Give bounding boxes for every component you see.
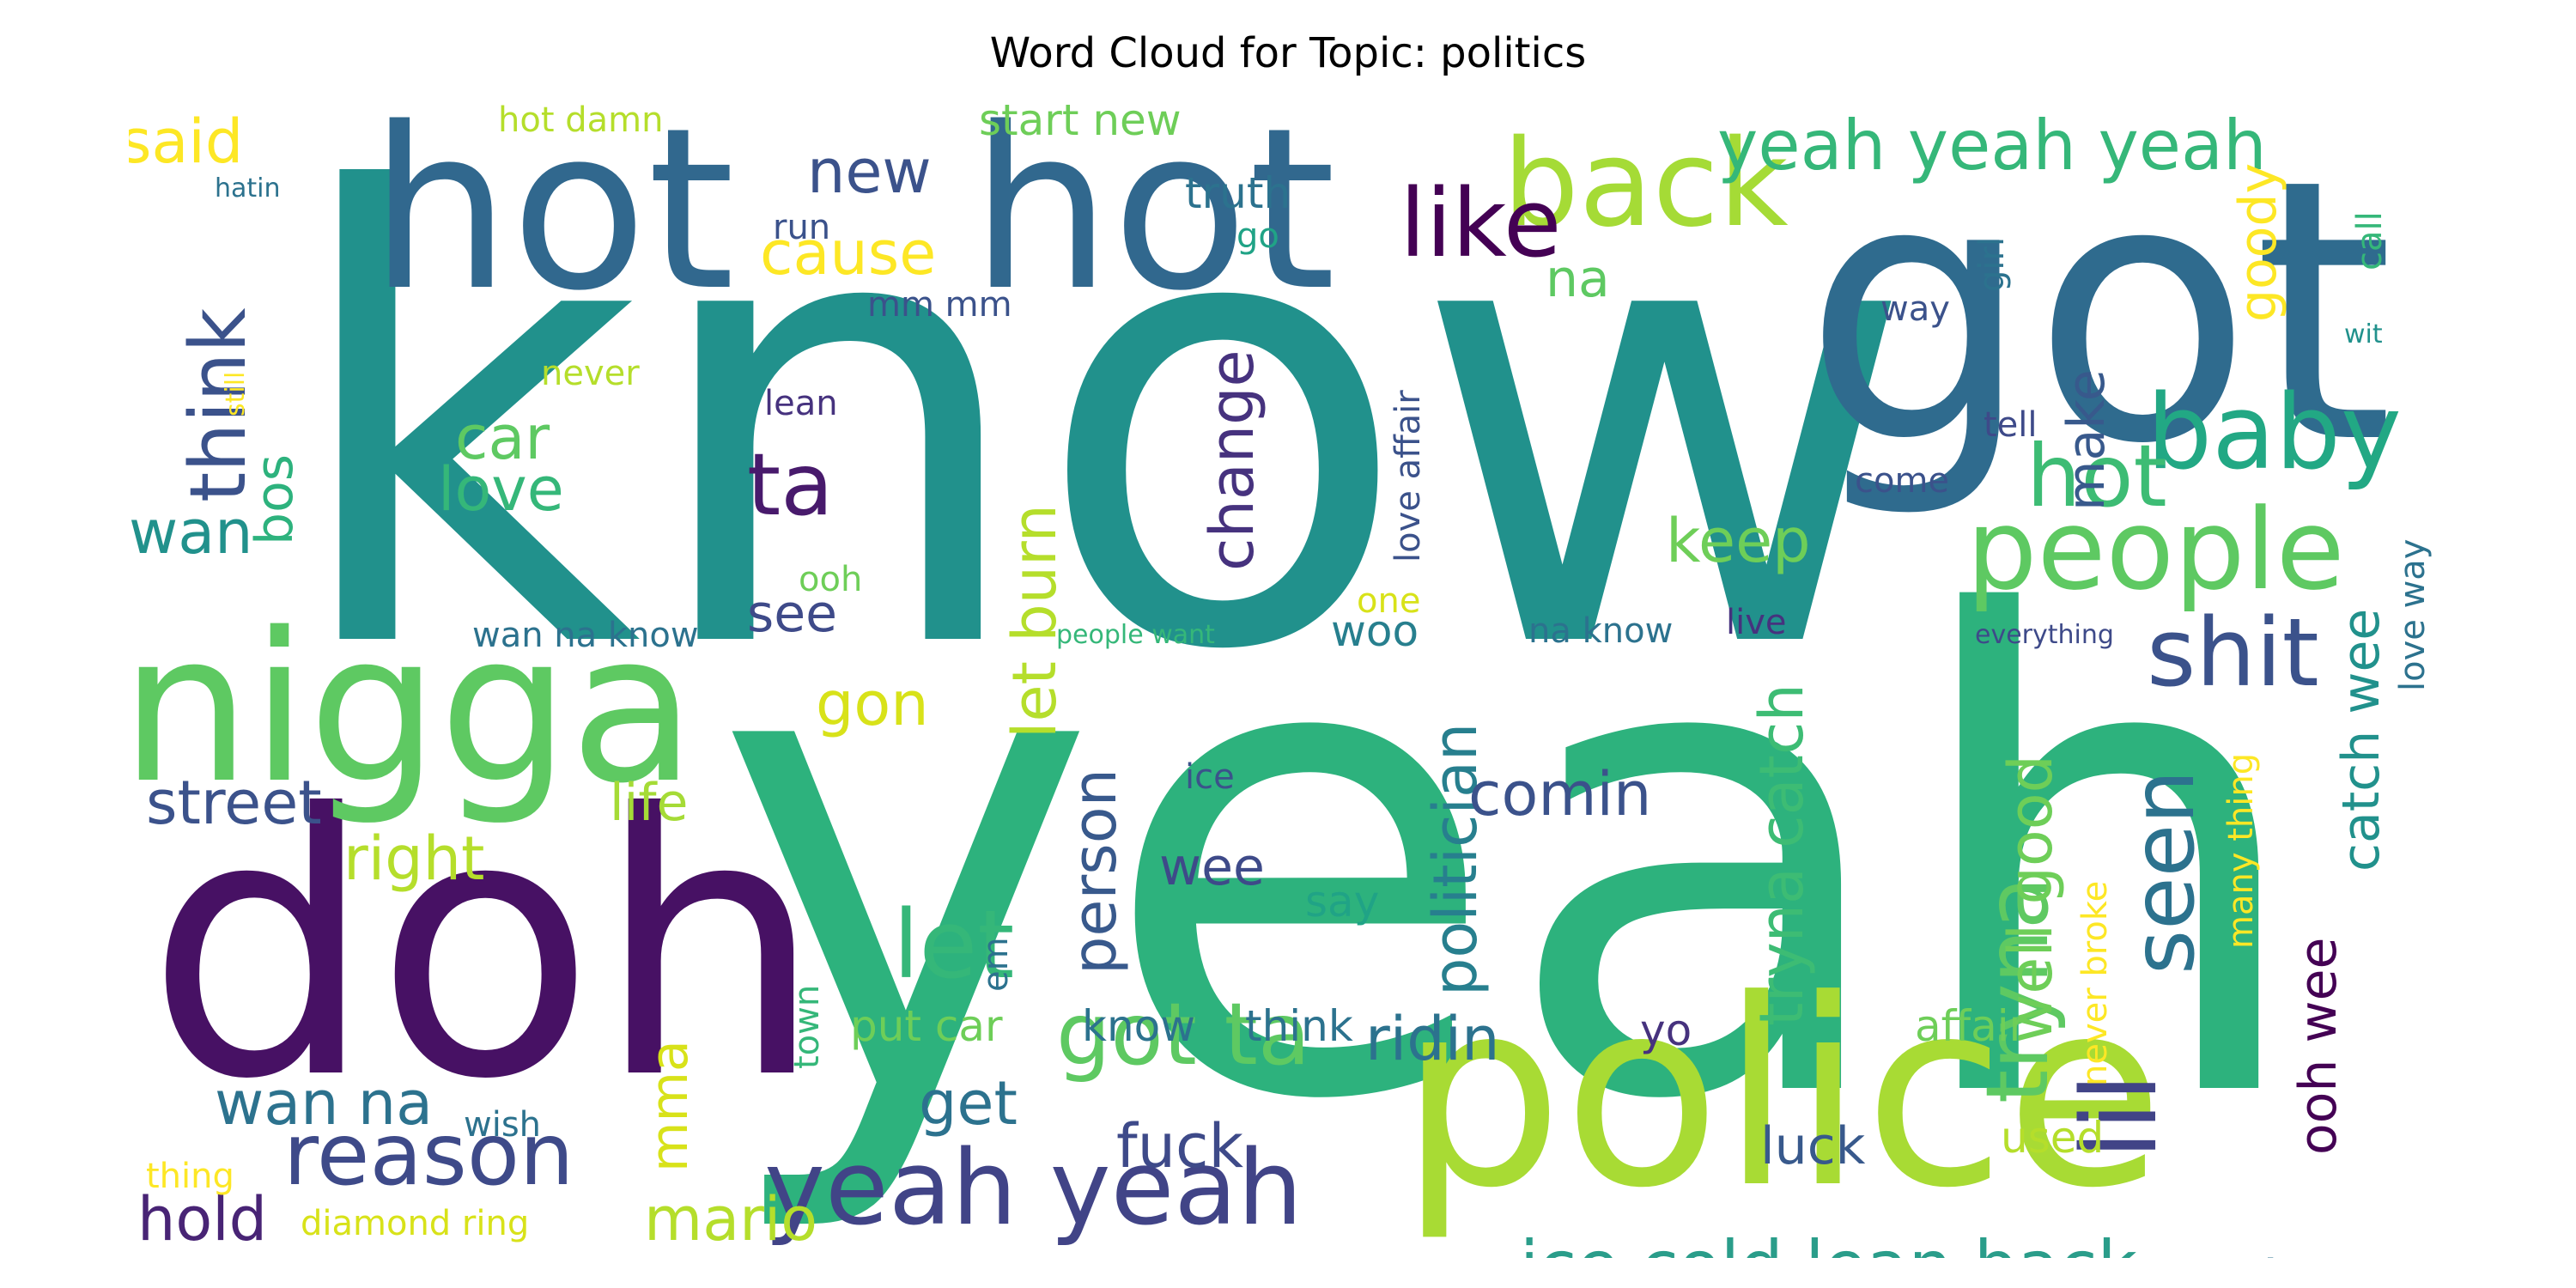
word-comin-31: comin xyxy=(1468,759,1652,829)
word-car-43: car xyxy=(455,403,550,473)
word-one-87: one xyxy=(1357,581,1421,621)
word-truth-77: truth xyxy=(1185,168,1291,218)
word-town-97: town xyxy=(787,984,827,1069)
word-love-affair-72: love affair xyxy=(1388,390,1428,562)
word-many-thing-70: many thing xyxy=(2221,752,2261,949)
word-get-50: get xyxy=(919,1068,1018,1139)
word-ice-cold-lean-back-17: ice cold lean back xyxy=(1520,1232,2137,1259)
word-girl-73: girl xyxy=(1972,236,2012,292)
word-think-65: think xyxy=(1245,1001,1353,1051)
word-goody-58: goody xyxy=(2228,162,2288,322)
word-go-78: go xyxy=(1236,216,1279,256)
word-na-41: na xyxy=(1546,249,1610,309)
word-hold-53: hold xyxy=(137,1184,268,1255)
word-hot-18: hot xyxy=(2026,426,2167,526)
word-baby-11: baby xyxy=(2147,374,2402,493)
word-mario-54: mario xyxy=(644,1184,818,1255)
word-way-76: way xyxy=(1880,289,1950,329)
word-woo-56: woo xyxy=(1331,606,1419,656)
word-call-74: call xyxy=(2350,211,2390,270)
word-reason-15: reason xyxy=(283,1104,574,1205)
word-fuck-51: fuck xyxy=(1116,1111,1244,1182)
word-wan-na-know-89: wan na know xyxy=(472,616,699,655)
word-bos-45: bos xyxy=(245,453,305,545)
word-still-83: still xyxy=(221,371,251,416)
word-start-new-39: start new xyxy=(979,99,1182,145)
word-hot-5: hot xyxy=(369,99,735,340)
word-hot-6: hot xyxy=(970,99,1336,340)
word-gon-46: gon xyxy=(816,669,929,739)
word-tell-94: tell xyxy=(1984,405,2038,445)
word-come-95: come xyxy=(1855,461,1950,501)
word-ta-20: ta xyxy=(747,434,834,535)
word-mm-mm-79: mm mm xyxy=(867,285,1012,325)
word-lean-85: lean xyxy=(764,384,838,423)
word-see-47: see xyxy=(747,584,838,644)
word-nigga-7: nigga xyxy=(129,588,696,829)
word-hatin-82: hatin xyxy=(215,173,281,204)
word-never-broke-69: never broke xyxy=(2075,880,2115,1086)
word-keep-35: keep xyxy=(1666,506,1811,576)
word-make-57: make xyxy=(2057,369,2117,511)
chart-title: Word Cloud for Topic: politics xyxy=(989,29,1587,77)
word-right-34: right xyxy=(343,823,485,894)
word-thing-99: thing xyxy=(146,1157,234,1196)
word-wan-44: wan xyxy=(129,497,253,568)
word-tryna-catch-26: tryna catch xyxy=(1747,683,1817,1026)
word-love-way-71: love way xyxy=(2393,538,2433,691)
word-got-2: got xyxy=(1803,103,2395,523)
word-new-37: new xyxy=(807,137,932,207)
word-person-29: person xyxy=(1060,769,1130,975)
word-cause-38: cause xyxy=(760,218,937,289)
word-ridin-32: ridin xyxy=(1365,1004,1500,1074)
word-cloud: know yeah got doh police hot hot nigga back yeah … xyxy=(129,99,2447,1258)
word-used-68: used xyxy=(2001,1113,2105,1163)
word-say-62: say xyxy=(1305,877,1380,927)
word-shit-13: shit xyxy=(2147,598,2319,708)
word-yeah-1: yeah xyxy=(713,483,2314,1242)
word-back-8: back xyxy=(1503,114,1789,254)
word-na-know-90: na know xyxy=(1528,611,1674,651)
word-yo-66: yo xyxy=(1640,1005,1692,1055)
word-affair-67: affair xyxy=(1915,1001,2027,1051)
word-know-64: know xyxy=(1082,1001,1196,1051)
word-hot-damn-81: hot damn xyxy=(498,100,664,140)
word-em-96: em xyxy=(976,937,1016,992)
word-yeah-yeah-yeah-9: yeah yeah yeah xyxy=(1717,106,2267,185)
word-never-84: never xyxy=(541,354,640,393)
word-diamond-ring-100: diamond ring xyxy=(301,1204,530,1243)
word-police-4: police xyxy=(1400,945,2165,1244)
word-run-80: run xyxy=(773,208,831,247)
word-got-ta-16: got ta xyxy=(1056,984,1311,1084)
word-wan-na-52: wan na xyxy=(215,1068,434,1139)
word-put-car-63: put car xyxy=(850,1001,1003,1051)
word-people-want-88: people want xyxy=(1056,620,1215,650)
word-change-24: change xyxy=(1197,349,1267,571)
word-wee-49: wee xyxy=(1159,837,1265,897)
word-ooh-wee-59: ooh wee xyxy=(2288,937,2348,1155)
word-life-48: life xyxy=(610,773,689,833)
word-know-0: know xyxy=(283,99,1917,785)
word-catch-wee-60: catch wee xyxy=(2331,608,2391,872)
word-let-19: let xyxy=(893,890,1015,999)
word-doh-3: doh xyxy=(146,738,824,1158)
word-street-33: street xyxy=(146,768,322,838)
word-yeah-yeah-14: yeah yeah xyxy=(764,1129,1303,1249)
word-seen-23: seen xyxy=(2113,769,2214,975)
word-ice-93: ice xyxy=(1185,757,1235,797)
word-luck-61: luck xyxy=(1760,1116,1866,1176)
word-want-36: want xyxy=(2138,1249,2286,1258)
word-ooh-86: ooh xyxy=(799,560,863,599)
word-wish-98: wish xyxy=(464,1105,542,1145)
word-like-12: like xyxy=(1400,168,1562,278)
word-wit-75: wit xyxy=(2344,319,2383,349)
word-live-91: live xyxy=(1726,603,1787,642)
word-people-10: people xyxy=(1966,484,2345,615)
word-love-42: love xyxy=(438,454,564,525)
word-well-good-30: well good xyxy=(1996,755,2066,1043)
word-everything-92: everything xyxy=(1975,620,2114,650)
word-mma-55: mma xyxy=(640,1040,700,1172)
word-said-40: said xyxy=(129,106,244,177)
